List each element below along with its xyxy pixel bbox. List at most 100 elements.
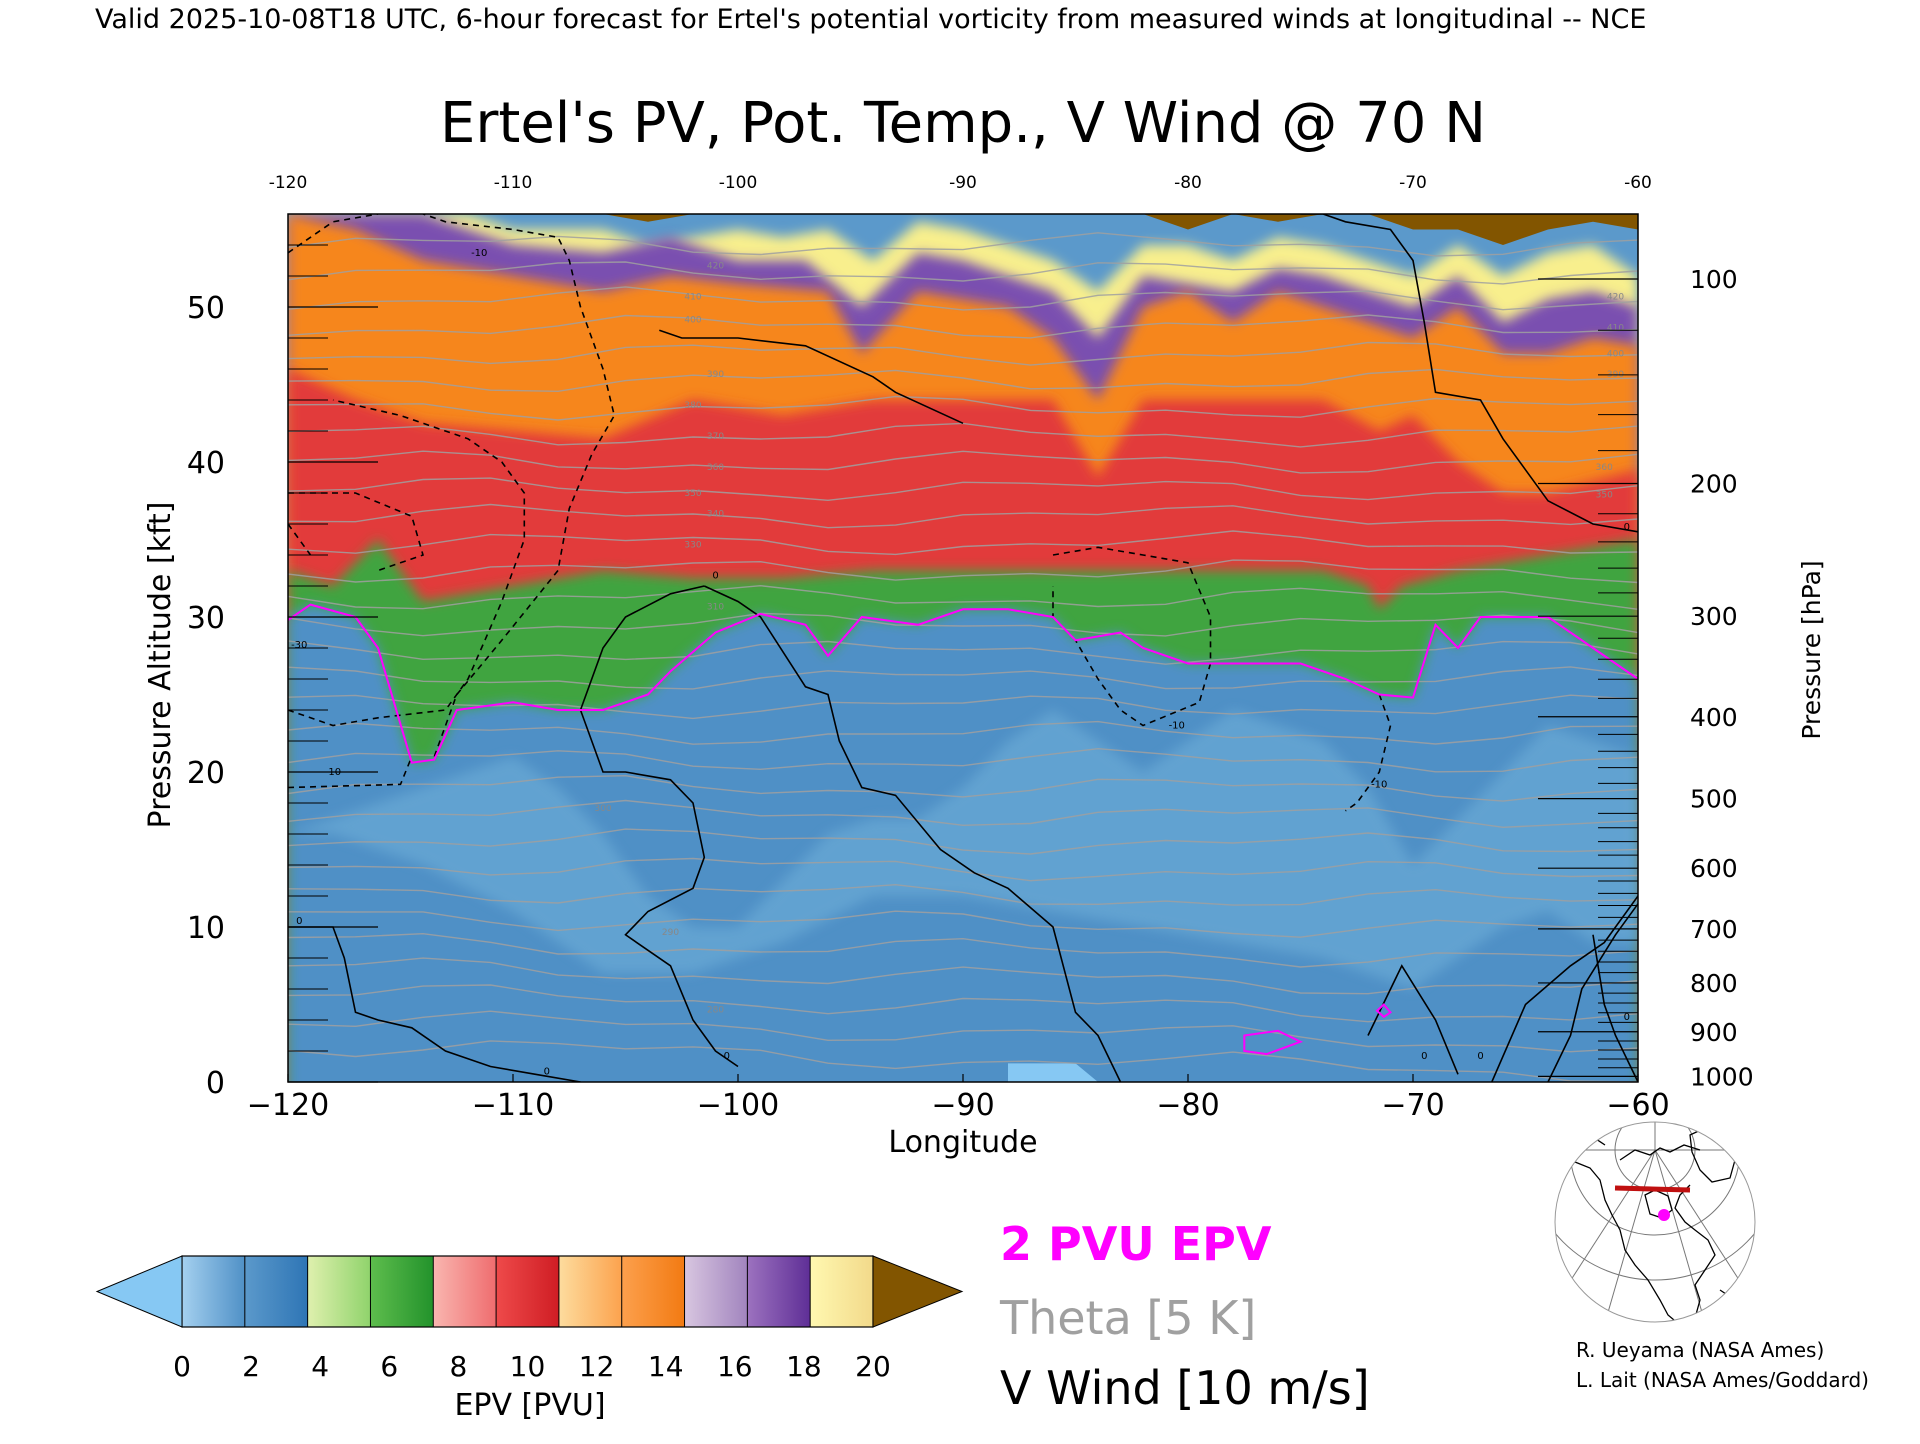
theta-contour-line bbox=[288, 1010, 1638, 1053]
theta-contour-line bbox=[288, 530, 1638, 556]
colorbar-tick-label: 14 bbox=[648, 1350, 684, 1383]
theta-contour-line bbox=[288, 584, 1638, 610]
legend: 2 PVU EPV Theta [5 K] V Wind [10 m/s] bbox=[999, 1217, 1370, 1415]
theta-contour-line bbox=[288, 232, 1638, 257]
theta-contour-line bbox=[288, 286, 1638, 311]
x-tick-label: −100 bbox=[697, 1088, 779, 1123]
theta-contour-line bbox=[288, 666, 1638, 690]
wind-contour-label: 0 bbox=[712, 570, 718, 581]
theta-contour-line bbox=[288, 477, 1638, 502]
theta-contour-label: 360 bbox=[1596, 463, 1613, 473]
wind-contour-label: 0 bbox=[1624, 522, 1630, 533]
x-top-tick-label: -80 bbox=[1174, 173, 1202, 193]
theta-contour-label: 410 bbox=[684, 292, 701, 302]
colorbar-segment bbox=[370, 1256, 434, 1327]
theta-contour-line bbox=[288, 828, 1638, 855]
colorbar-tick-label: 6 bbox=[380, 1350, 398, 1383]
legend-item: Theta [5 K] bbox=[999, 1291, 1256, 1345]
wind-contour-label: 0 bbox=[296, 916, 302, 927]
wind-contour-label: -10 bbox=[1371, 780, 1387, 791]
theta-contour-label: 400 bbox=[1607, 350, 1624, 360]
colorbar-segment bbox=[496, 1256, 560, 1327]
theta-contour-line bbox=[288, 857, 1638, 882]
pressure-tick-label: 600 bbox=[1690, 854, 1738, 883]
axes: −120-120−110-110−100-100−90-90−80-80−70-… bbox=[187, 173, 1754, 1123]
y-tick-label: 10 bbox=[187, 911, 225, 946]
pressure-tick-label: 400 bbox=[1690, 703, 1738, 732]
legend-item: V Wind [10 m/s] bbox=[1000, 1361, 1370, 1415]
theta-contour-label: 290 bbox=[662, 928, 679, 938]
x-tick-label: −60 bbox=[1606, 1088, 1669, 1123]
colorbar-tick-label: 16 bbox=[717, 1350, 753, 1383]
theta-contour-line bbox=[288, 799, 1638, 829]
theta-contours: 280 290 300 310 330 340 350 360 370 380 390 400 410 4… bbox=[288, 232, 1638, 1082]
theta-contour-line bbox=[288, 422, 1638, 448]
pressure-tick-label: 800 bbox=[1690, 969, 1738, 998]
locator-map-section-line bbox=[1614, 1185, 1691, 1193]
y-tick-label: 0 bbox=[206, 1066, 225, 1101]
colorbar-segment bbox=[558, 1256, 623, 1327]
x-tick-label: −70 bbox=[1381, 1088, 1444, 1123]
theta-contour-line bbox=[288, 341, 1638, 366]
colorbar-tick-label: 12 bbox=[579, 1350, 615, 1383]
colorbar-tick-label: 8 bbox=[449, 1350, 467, 1383]
y-axis-label: Pressure Altitude [kft] bbox=[143, 502, 178, 829]
x-tick-label: −110 bbox=[472, 1088, 554, 1123]
y-tick-label: 20 bbox=[187, 756, 225, 791]
x-tick-label: −120 bbox=[247, 1088, 329, 1123]
theta-contour-line bbox=[288, 984, 1638, 1023]
wind-contour-zero bbox=[1547, 903, 1638, 1082]
epv-layer-pv_gt_20 bbox=[288, 214, 1638, 245]
wind-contour-zero bbox=[1367, 964, 1459, 1075]
colorbar-tick-label: 4 bbox=[311, 1350, 329, 1383]
epv-fill-layers bbox=[288, 214, 1638, 1082]
wind-contour-negative bbox=[1345, 694, 1392, 812]
pv2-contour-line bbox=[288, 603, 1638, 764]
theta-contour-label: 330 bbox=[684, 540, 701, 550]
locator-map-outline bbox=[1554, 1121, 1756, 1323]
theta-contour-line bbox=[288, 957, 1638, 995]
wind-contour-label: -10 bbox=[471, 248, 487, 259]
colorbar-segment bbox=[747, 1256, 811, 1327]
theta-contour-label: 420 bbox=[707, 261, 724, 271]
x-top-tick-label: -60 bbox=[1624, 173, 1652, 193]
colorbar-tick-label: 18 bbox=[786, 1350, 822, 1383]
theta-contour-label: 310 bbox=[707, 602, 724, 612]
wind-contour-zero bbox=[1491, 895, 1638, 1082]
theta-contour-label: 300 bbox=[594, 804, 611, 814]
x-top-tick-label: -120 bbox=[269, 173, 308, 193]
theta-contour-label: 400 bbox=[684, 316, 701, 326]
wind-contour-zero bbox=[288, 926, 581, 1082]
wind-contour-zero bbox=[579, 585, 739, 1068]
colorbar: 0 2 4 6 8 10 12 14 16 18 20 bbox=[95, 1255, 964, 1383]
y-tick-label: 50 bbox=[187, 291, 225, 326]
x-top-tick-label: -110 bbox=[494, 173, 533, 193]
wind-contour-zero bbox=[659, 329, 964, 425]
theta-contour-line bbox=[288, 640, 1638, 665]
theta-contour-line bbox=[288, 559, 1638, 584]
wind-contour-label: -10 bbox=[1169, 721, 1185, 732]
epv-layer-under bbox=[1008, 1063, 1098, 1082]
colorbar-label: EPV [PVU] bbox=[454, 1388, 605, 1423]
wind-contour-label: 0 bbox=[544, 1066, 550, 1077]
plot-area: 280 290 300 310 330 340 350 360 370 380 390 400 410 4… bbox=[287, 213, 1639, 1083]
theta-contour-line bbox=[288, 747, 1638, 773]
theta-contour-label: 380 bbox=[684, 401, 701, 411]
theta-contour-line bbox=[288, 883, 1638, 906]
theta-contour-line bbox=[288, 368, 1638, 393]
theta-contour-line bbox=[288, 261, 1638, 285]
pressure-tick-label: 200 bbox=[1690, 469, 1738, 498]
theta-contour-line bbox=[288, 450, 1638, 474]
wind-contour-label: 0 bbox=[1477, 1051, 1483, 1062]
pressure-tick-label: 100 bbox=[1690, 265, 1738, 294]
theta-contour-line bbox=[288, 774, 1638, 802]
pressure-tick-label: 900 bbox=[1690, 1018, 1738, 1047]
wind-contour-zero bbox=[703, 585, 1122, 1082]
pv2-contour bbox=[288, 603, 1638, 1056]
theta-contour-line bbox=[288, 1040, 1638, 1082]
theta-contour-line bbox=[288, 612, 1638, 637]
theta-contour-line bbox=[288, 694, 1638, 720]
pv2-contour-island bbox=[1243, 1029, 1304, 1056]
colorbar-segment bbox=[182, 1256, 246, 1327]
